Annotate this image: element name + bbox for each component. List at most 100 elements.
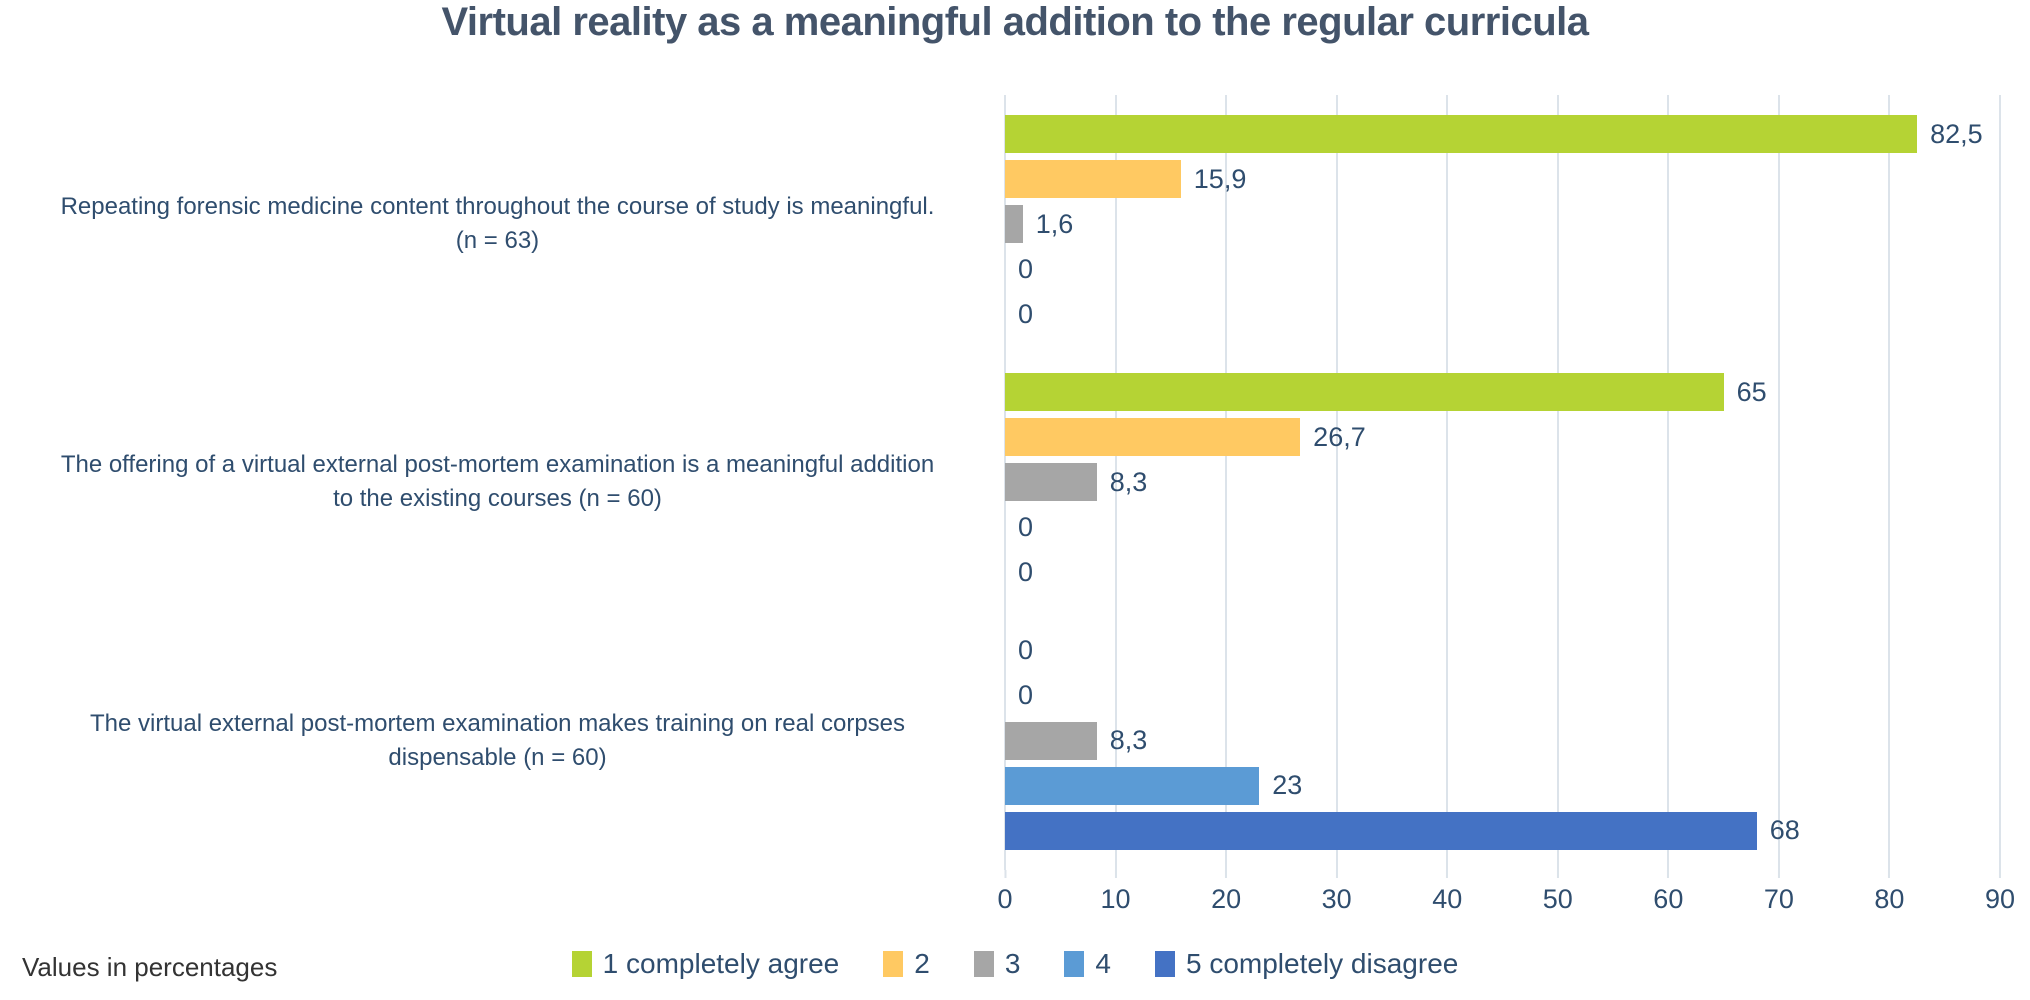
- category-label-line: dispensable (n = 60): [388, 743, 607, 771]
- legend-item: 5 completely disagree: [1154, 948, 1459, 980]
- x-tick: 10: [1101, 870, 1131, 915]
- legend-swatch: [973, 951, 994, 977]
- bar: [1005, 766, 1260, 805]
- x-tick-label: 90: [1984, 884, 2016, 914]
- bar-row: 0: [1005, 508, 2000, 546]
- legend-item: 2: [883, 948, 930, 980]
- gridline: [1888, 95, 1891, 870]
- x-tick-mark: [1004, 870, 1006, 878]
- category-label: The offering of a virtual external post-…: [0, 353, 995, 611]
- gridline: [1667, 95, 1670, 870]
- bar: [1005, 463, 1097, 502]
- x-tick: 20: [1211, 870, 1241, 915]
- category-band: 65 26,7 8,3 0 0: [1005, 353, 2000, 611]
- bar: [1005, 115, 1918, 154]
- legend-item-label: 4: [1095, 948, 1111, 979]
- bar-row: 0: [1005, 553, 2000, 591]
- x-tick: 0: [997, 870, 1013, 915]
- gridline: [1777, 95, 1780, 870]
- x-tick: 90: [1985, 870, 2015, 915]
- x-tick-label: 0: [997, 884, 1013, 914]
- bar: [1005, 811, 1757, 850]
- bar-value-label: 82,5: [1930, 118, 1983, 149]
- bar-row: 0: [1005, 250, 2000, 288]
- bar-row: 1,6: [1005, 205, 2000, 244]
- category-label: Repeating forensic medicine content thro…: [0, 95, 995, 353]
- x-tick-mark: [1998, 870, 2001, 878]
- x-tick: 40: [1432, 870, 1462, 915]
- x-tick: 60: [1653, 870, 1683, 915]
- category-label-line: The virtual external post-mortem examina…: [89, 709, 906, 737]
- x-tick-label: 30: [1321, 884, 1352, 914]
- gridline: [1114, 95, 1117, 870]
- x-axis: 0 10 20 30 40 50 60 70 80 90: [997, 870, 2015, 920]
- bar-value-label: 0: [1018, 253, 1034, 284]
- values-note: Values in percentages: [22, 952, 278, 982]
- bar-row: 82,5: [1005, 115, 2000, 154]
- bar-row: 8,3: [1005, 463, 2000, 502]
- bar-value-label: 65: [1736, 376, 1767, 407]
- x-tick-mark: [1114, 870, 1117, 878]
- bar-value-label: 1,6: [1035, 208, 1074, 239]
- category-label-line: (n = 63): [455, 227, 540, 255]
- x-tick: 70: [1764, 870, 1794, 915]
- bar-value-label: 0: [1018, 511, 1034, 542]
- x-tick-label: 80: [1874, 884, 1905, 914]
- x-tick-mark: [1667, 870, 1670, 878]
- bar: [1005, 418, 1301, 457]
- bar: [1005, 373, 1724, 412]
- legend-swatch: [1154, 951, 1175, 977]
- bar-row: 8,3: [1005, 721, 2000, 760]
- bar-row: 65: [1005, 373, 2000, 412]
- x-tick-mark: [1888, 870, 1891, 878]
- legend-item-label: 5 completely disagree: [1185, 948, 1459, 979]
- gridline: [1999, 95, 2001, 870]
- gridline: [1446, 95, 1449, 870]
- category-labels-column: Repeating forensic medicine content thro…: [0, 95, 995, 870]
- legend-swatch: [571, 951, 592, 977]
- bar-row: 26,7: [1005, 418, 2000, 457]
- category-label-line: to the existing courses (n = 60): [333, 485, 662, 513]
- bar-value-label: 0: [1018, 298, 1034, 329]
- x-tick-mark: [1556, 870, 1559, 878]
- bar-value-label: 26,7: [1313, 421, 1366, 452]
- bar: [1005, 160, 1181, 199]
- category-label: The virtual external post-mortem examina…: [0, 612, 995, 870]
- x-tick-mark: [1225, 870, 1228, 878]
- bar-value-label: 68: [1769, 815, 1800, 846]
- bar-value-label: 8,3: [1109, 466, 1148, 497]
- gridline: [1335, 95, 1338, 870]
- x-tick-label: 50: [1542, 884, 1573, 914]
- bar-value-label: 0: [1018, 556, 1034, 587]
- bar: [1005, 205, 1023, 244]
- x-tick-label: 70: [1763, 884, 1794, 914]
- legend-item: 1 completely agree: [571, 948, 840, 980]
- bar-row: 68: [1005, 811, 2000, 850]
- x-tick: 30: [1322, 870, 1352, 915]
- x-tick-mark: [1335, 870, 1338, 878]
- bar-row: 0: [1005, 677, 2000, 715]
- bar-value-label: 8,3: [1109, 725, 1148, 756]
- x-tick: 80: [1874, 870, 1904, 915]
- gridline: [1556, 95, 1559, 870]
- category-label-line: The offering of a virtual external post-…: [60, 451, 935, 479]
- x-tick-mark: [1446, 870, 1449, 878]
- category-band: 0 0 8,3 23 68: [1005, 612, 2000, 870]
- legend-item-label: 2: [914, 948, 930, 979]
- legend-item: 3: [973, 948, 1021, 980]
- bar-row: 23: [1005, 766, 2000, 805]
- x-tick: 50: [1543, 870, 1573, 915]
- legend-item-label: 1 completely agree: [602, 948, 840, 979]
- bar-row: 0: [1005, 632, 2000, 670]
- legend-swatch: [1064, 951, 1085, 977]
- bar-row: 0: [1005, 295, 2000, 333]
- bar-row: 15,9: [1005, 160, 2000, 199]
- legend-item: 4: [1064, 948, 1111, 980]
- x-tick-label: 20: [1211, 884, 1242, 914]
- bar-value-label: 15,9: [1193, 163, 1247, 194]
- x-tick-label: 10: [1100, 884, 1131, 914]
- bar-value-label: 0: [1018, 635, 1034, 666]
- legend-swatch: [883, 951, 904, 977]
- legend-item-label: 3: [1004, 948, 1021, 979]
